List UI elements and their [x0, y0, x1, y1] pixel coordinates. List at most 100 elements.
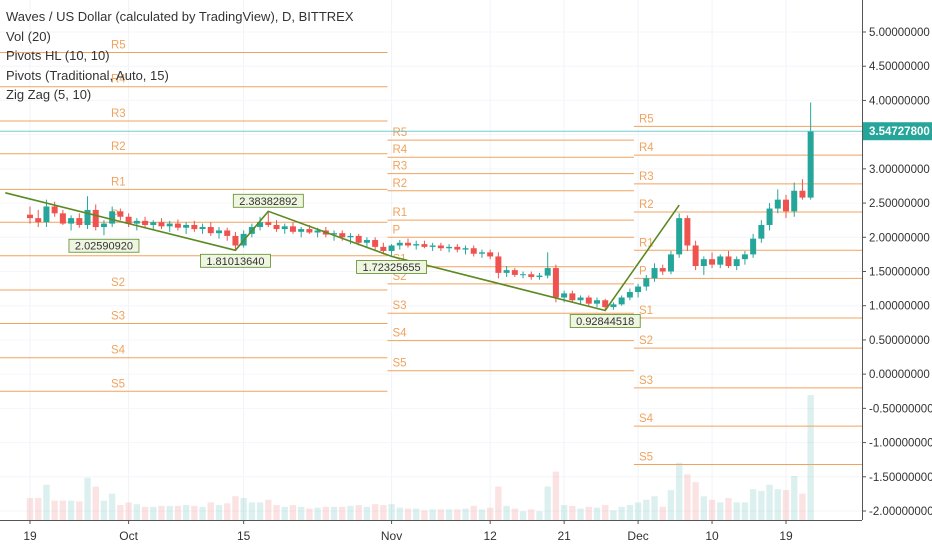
volume-bar	[240, 497, 247, 520]
volume-bar	[265, 499, 272, 520]
volume-bar	[215, 505, 223, 520]
candle-body	[183, 224, 190, 228]
volume-bar	[43, 484, 50, 520]
volume-bar	[437, 509, 445, 520]
volume-bar	[421, 510, 428, 520]
volume-bar	[675, 462, 683, 520]
pivot-level-label: S2	[111, 277, 125, 289]
candle-body	[610, 304, 617, 308]
pivot-level-label: R1	[111, 176, 126, 188]
volume-bar	[708, 499, 716, 520]
candle-body	[224, 230, 231, 236]
volume-bar	[519, 511, 527, 520]
candle-body	[380, 246, 387, 251]
volume-bar	[232, 496, 239, 520]
price-tick-label: 1.00000000	[869, 301, 930, 313]
volume-bar	[380, 505, 387, 520]
candle-body	[273, 224, 280, 230]
volume-bar	[684, 474, 691, 520]
volume-bar	[725, 497, 732, 520]
volume-bar	[174, 505, 182, 520]
volume-bar	[256, 502, 264, 520]
volume-bar	[133, 504, 141, 520]
pivot-hl-label: 2.38382892	[239, 196, 297, 208]
volume-bar	[626, 505, 634, 520]
volume-bar	[207, 502, 214, 520]
pivot-level-label: R3	[111, 108, 126, 120]
candle-body	[766, 208, 773, 225]
volume-bar	[363, 506, 371, 520]
candle-body	[232, 235, 239, 246]
pivot-hl-label: 0.92844518	[576, 316, 634, 328]
candle-body	[142, 220, 149, 225]
candle-body	[191, 224, 198, 230]
volume-bar	[577, 508, 584, 520]
volume-bar	[396, 507, 403, 520]
candle-body	[536, 275, 543, 277]
candle-body	[651, 268, 658, 279]
volume-bar	[569, 505, 576, 520]
candle-body	[207, 227, 214, 234]
candle-body	[125, 216, 132, 224]
candle-body	[388, 245, 395, 251]
indicator-volume[interactable]: Vol (20)	[6, 28, 51, 44]
volume-bar	[339, 506, 346, 520]
volume-bar	[610, 510, 617, 520]
pivot-hl-label-box	[68, 238, 140, 253]
candle-body	[84, 209, 91, 225]
indicator-zigzag[interactable]: Zig Zag (5, 10)	[6, 87, 92, 102]
volume-bar	[544, 486, 551, 520]
volume-bar	[782, 490, 790, 520]
volume-bar	[388, 504, 395, 520]
volume-bar	[511, 508, 519, 520]
candle-body	[281, 226, 288, 230]
price-tick-label: -0.50000000	[869, 403, 932, 415]
candle-body	[265, 222, 272, 225]
indicator-pivots-hl[interactable]: Pivots HL (10, 10)	[6, 48, 110, 63]
volume-bar	[322, 506, 330, 520]
pivot-level-label: R5	[111, 40, 126, 52]
pivot-level-label: R2	[111, 141, 126, 153]
price-tick-label: -1.50000000	[869, 472, 932, 484]
volume-bar	[191, 505, 198, 520]
candle-body	[289, 226, 296, 232]
candle-body	[783, 199, 789, 212]
pivot-level-label: R5	[639, 113, 654, 125]
pivot-level-label: R5	[392, 127, 407, 139]
candle-body	[799, 190, 806, 198]
candle-body	[462, 248, 469, 250]
time-tick-label: 10	[705, 529, 719, 543]
volume-bar	[593, 507, 601, 520]
indicator-pivots-traditional[interactable]: Pivots (Traditional, Auto, 15)	[6, 67, 169, 83]
candle-body	[166, 223, 173, 227]
candle-body	[454, 246, 461, 250]
volume-bar	[618, 506, 625, 520]
price-tick-label: -2.00000000	[869, 506, 932, 518]
volume-bar	[141, 506, 149, 520]
candle-body	[528, 274, 535, 277]
volume-bar	[117, 505, 124, 520]
time-tick-label: 19	[23, 529, 37, 543]
candle-body	[577, 297, 584, 301]
volume-bar	[749, 489, 757, 520]
current-price-value: 3.54727800	[869, 126, 930, 138]
candle-body	[807, 131, 814, 198]
candle-body	[635, 286, 642, 293]
pivot-level-label: S1	[639, 305, 653, 317]
price-tick-label: 4.50000000	[869, 61, 930, 73]
candle-body	[676, 218, 683, 255]
chart-legend: Waves / US Dollar (calculated by Trading…	[6, 7, 354, 105]
volume-bar	[67, 500, 75, 520]
volume-bar	[741, 502, 749, 520]
candle-body	[692, 245, 699, 267]
candles	[27, 102, 814, 311]
volume-bar	[503, 505, 510, 520]
pivot-level-label: R4	[111, 74, 126, 86]
volume-bar	[355, 505, 362, 520]
candle-body	[150, 222, 157, 225]
volume-bar	[659, 506, 666, 520]
pivot-level-label: R3	[639, 171, 654, 183]
candle-body	[495, 256, 502, 273]
